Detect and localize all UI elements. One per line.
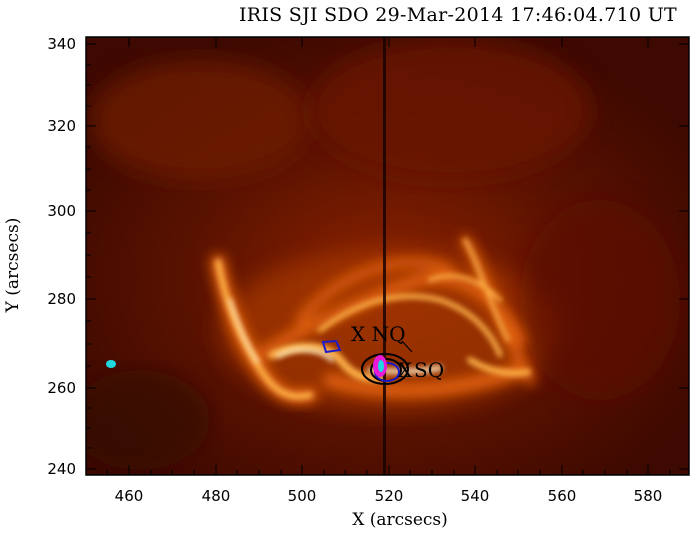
y-tick-label: 280	[47, 290, 76, 308]
x-tick-label: 460	[114, 487, 144, 505]
y-tick-label: 300	[47, 202, 76, 220]
figure-title: IRIS SJI SDO 29-Mar-2014 17:46:04.710 UT	[238, 4, 677, 26]
x-tick-label: 560	[547, 487, 577, 505]
y-tick-label: 260	[47, 379, 76, 397]
contour-cyan-left	[106, 360, 116, 368]
x-axis-ticks	[106, 37, 671, 475]
x-tick-label: 540	[460, 487, 490, 505]
x-tick-label: 500	[287, 487, 317, 505]
plot-frame	[85, 36, 690, 476]
annotation-sq-marker: X	[398, 358, 413, 382]
annotation-sq: SQ	[414, 358, 444, 382]
nq-arrow	[401, 340, 413, 353]
y-tick-label: 320	[47, 117, 76, 135]
x-tick-label: 520	[374, 487, 404, 505]
annotation-nq: X NQ	[351, 322, 406, 346]
contour-blue-nq	[321, 339, 342, 354]
y-axis-label: Y (arcsecs)	[3, 217, 23, 313]
contour-cyan-sq	[378, 360, 384, 372]
x-axis-label: X (arcsecs)	[352, 510, 448, 530]
x-tick-label: 580	[633, 487, 663, 505]
y-tick-label: 240	[47, 460, 76, 478]
solar-image: X NQ X SQ	[86, 37, 689, 475]
contour-black-outer	[361, 353, 409, 385]
y-axis-ticks	[86, 43, 689, 470]
y-tick-label: 340	[47, 35, 76, 53]
x-tick-label: 480	[201, 487, 231, 505]
